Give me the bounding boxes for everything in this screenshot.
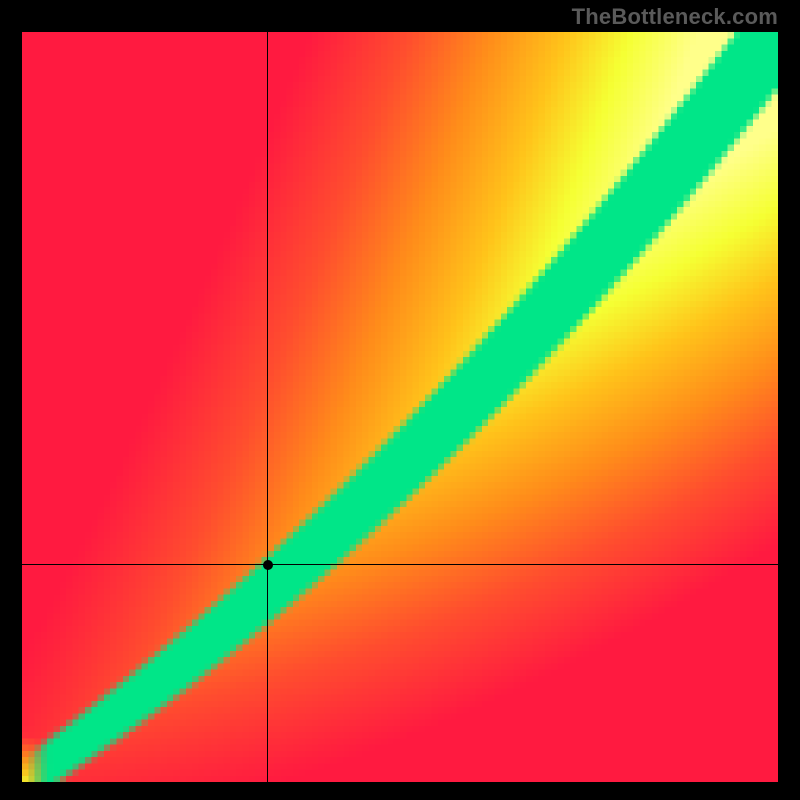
plot-area xyxy=(22,32,778,782)
crosshair-marker xyxy=(263,560,273,570)
bottleneck-heatmap xyxy=(22,32,778,782)
crosshair-horizontal xyxy=(22,564,778,565)
watermark-text: TheBottleneck.com xyxy=(572,4,778,30)
crosshair-vertical xyxy=(267,32,268,782)
figure-container: TheBottleneck.com xyxy=(0,0,800,800)
